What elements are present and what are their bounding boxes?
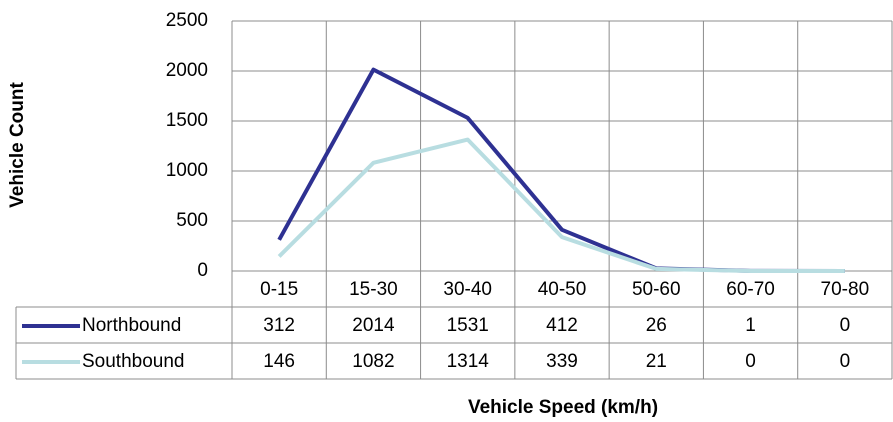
line-series <box>277 137 845 273</box>
y-tick-label: 0 <box>197 260 208 281</box>
y-tick-label: 500 <box>176 210 208 231</box>
x-tick-label: 0-15 <box>260 279 298 300</box>
x-tick-label: 50-60 <box>632 279 681 300</box>
x-axis-title: Vehicle Speed (km/h) <box>468 397 658 418</box>
table-value: 0 <box>745 351 756 372</box>
x-tick-label: 40-50 <box>538 279 587 300</box>
table-value: 312 <box>263 315 295 336</box>
y-axis-title: Vehicle Count <box>7 82 28 208</box>
x-tick-label: 60-70 <box>726 279 775 300</box>
y-tick-label: 2500 <box>166 10 208 31</box>
x-tick-label: 70-80 <box>821 279 870 300</box>
table-value: 339 <box>546 351 578 372</box>
table-value: 1 <box>745 315 756 336</box>
table-value: 146 <box>263 351 295 372</box>
table-value: 1314 <box>447 351 490 372</box>
y-tick-label: 1500 <box>166 110 208 131</box>
table-value: 0 <box>840 315 851 336</box>
table-value: 0 <box>840 351 851 372</box>
table-value: 1531 <box>447 315 489 336</box>
legend-label: Southbound <box>82 351 185 372</box>
table-value: 412 <box>546 315 578 336</box>
y-tick-label: 2000 <box>166 60 208 81</box>
legend-label: Northbound <box>82 315 181 336</box>
y-tick-label: 1000 <box>166 160 208 181</box>
table-value: 21 <box>646 351 667 372</box>
table-value: 2014 <box>352 315 395 336</box>
x-tick-label: 30-40 <box>443 279 492 300</box>
table-value: 26 <box>646 315 667 336</box>
x-tick-label: 15-30 <box>349 279 398 300</box>
table-value: 1082 <box>352 351 394 372</box>
